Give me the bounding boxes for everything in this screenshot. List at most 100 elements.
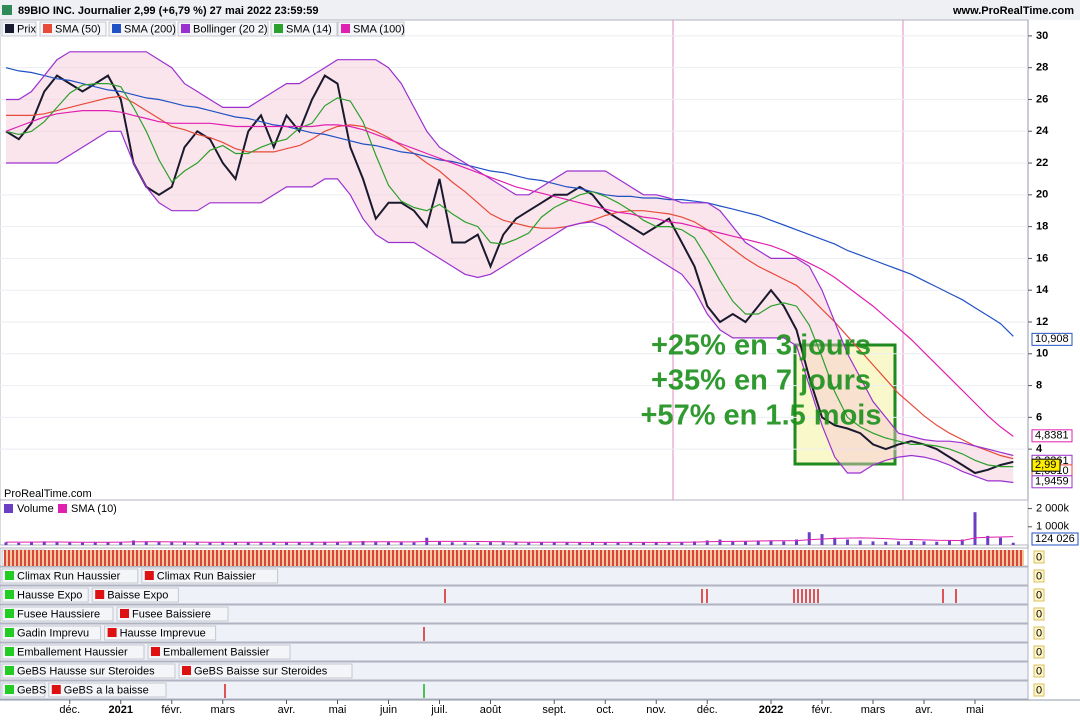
indicator-label: GeBS a la baisse [64, 684, 149, 696]
x-tick-label: 2021 [109, 704, 133, 716]
indicator-label: Hausse Expo [17, 589, 82, 601]
y-tick-label: 2 000k [1036, 502, 1070, 514]
value-flag [1033, 550, 1045, 564]
x-tick-label: juil. [430, 704, 448, 716]
volume-bar [336, 542, 339, 545]
indicator-label: Fusee Haussiere [17, 608, 100, 620]
volume-bar [17, 542, 21, 545]
watermark: ProRealTime.com [4, 488, 92, 500]
value-flag [1033, 626, 1045, 640]
volume-bar [718, 539, 722, 545]
volume-bar [693, 541, 696, 545]
volume-bar [42, 541, 46, 545]
volume-bar [642, 542, 645, 545]
volume-bar [973, 512, 977, 545]
legend-box [270, 21, 338, 37]
legend-swatch [5, 571, 14, 580]
volume-bar [157, 541, 161, 545]
legend-box [141, 568, 279, 584]
volume-sma [6, 536, 1014, 543]
x-tick-label: mai [329, 704, 347, 716]
value-flag [1033, 569, 1045, 583]
volume-bar [948, 540, 951, 545]
volume-bar [744, 541, 747, 545]
legend-box [39, 21, 107, 37]
legend-label: Volume [17, 503, 54, 515]
indicator-panel [0, 623, 1029, 643]
volume-bar [234, 542, 237, 545]
legend-swatch [341, 24, 350, 33]
indicator-panel [0, 604, 1029, 624]
sma-line [5, 110, 1014, 437]
volume-bar [450, 542, 454, 545]
value-flag-label: 1,9459 [1035, 476, 1069, 488]
legend-box [48, 682, 167, 698]
indicator-label: GeBS [17, 684, 46, 696]
indicator-label: Gadin Imprevu [17, 627, 89, 639]
legend-swatch [4, 504, 13, 513]
volume-bar [820, 534, 824, 545]
price-layer: 30 28 26 24 22 20 18 16 14 12 10 8 6 4 [0, 30, 1049, 484]
volume-bar [246, 541, 250, 545]
sma-line [6, 95, 1014, 460]
volume-bar [999, 537, 1002, 545]
value-flag [1033, 664, 1045, 678]
value-flag [1031, 458, 1061, 472]
volume-bar [705, 540, 709, 545]
value-flag-label: 4,8381 [1035, 430, 1069, 442]
volume-bar [489, 542, 492, 545]
legend-swatch [5, 647, 14, 656]
volume-bar [591, 542, 594, 545]
annotation: +35% en 7 jours [651, 365, 871, 397]
y-tick-label: 10 [1036, 348, 1048, 360]
volume-bar [922, 541, 926, 545]
y-tick-label: 22 [1036, 157, 1048, 169]
volume-bar [259, 542, 263, 545]
volume-bar [565, 542, 569, 545]
volume-bar [807, 532, 811, 545]
x-tick-label: févr. [161, 704, 182, 716]
indicator-label: Climax Run Haussier [17, 570, 121, 582]
indicator-value: 0 [1036, 589, 1042, 601]
y-tick-label: 16 [1036, 252, 1048, 264]
y-tick-label: 30 [1036, 30, 1048, 42]
volume-bar [501, 542, 505, 545]
volume-bar [1011, 542, 1015, 545]
volume-bar [144, 541, 148, 545]
volume-bar [527, 542, 531, 545]
volume-bar [399, 542, 403, 545]
volume-bar [438, 541, 441, 545]
x-tick-label: nov. [646, 704, 666, 716]
sma-line [5, 83, 1014, 468]
legend-swatch [144, 571, 154, 580]
legend-box [1, 663, 176, 679]
x-tick-label: oct. [596, 704, 614, 716]
legend-swatch [5, 628, 14, 637]
volume-bar [629, 542, 633, 545]
indicator-value: 0 [1036, 665, 1042, 677]
y-tick-label: 20 [1036, 189, 1048, 201]
legend-box [1, 644, 145, 660]
volume-bar [195, 542, 199, 545]
volume-bar [884, 541, 888, 545]
bollinger-line [6, 130, 1014, 484]
y-tick-label: 24 [1036, 125, 1049, 137]
volume-bar [310, 542, 314, 545]
volume-bar [871, 541, 875, 545]
y-tick-label: 18 [1036, 221, 1048, 233]
signals [4, 550, 1024, 698]
legend-swatch [182, 666, 191, 675]
y-tick-label: 26 [1036, 93, 1048, 105]
volume-bar [208, 542, 212, 545]
volume-bar [858, 540, 862, 545]
volume-bar [897, 541, 900, 545]
legend-label: Prix [17, 23, 36, 35]
volume-bar [183, 542, 186, 545]
volume-bar [909, 540, 913, 545]
volume-bar [119, 542, 123, 545]
volume-bar [68, 542, 72, 545]
volume-panel [0, 499, 1029, 546]
volume-bar [731, 540, 735, 545]
